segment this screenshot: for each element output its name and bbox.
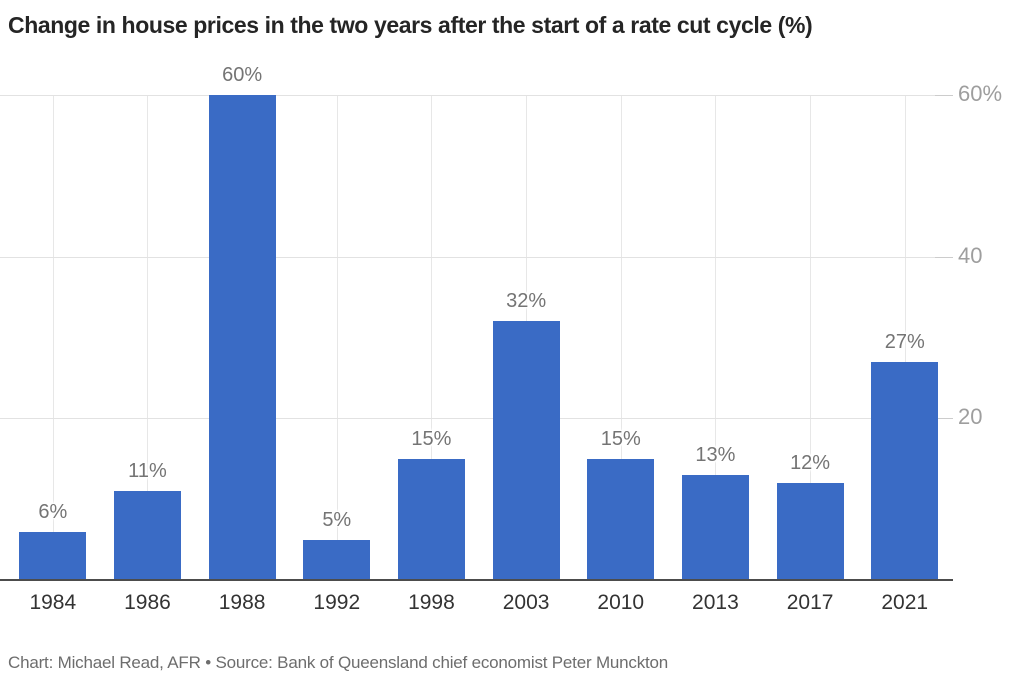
vertical-gridline bbox=[336, 95, 338, 580]
vertical-gridline bbox=[52, 95, 54, 580]
x-axis-tick-label: 2021 bbox=[881, 591, 929, 614]
vertical-gridline bbox=[431, 95, 433, 580]
y-axis-tick bbox=[935, 418, 953, 420]
x-axis-tick-label: 1998 bbox=[408, 591, 455, 614]
y-axis-tick-label: 60% bbox=[958, 81, 1003, 107]
bar-value-label: 13% bbox=[695, 443, 736, 466]
x-axis-tick-label: 1992 bbox=[313, 591, 361, 614]
bar-value-label: 6% bbox=[38, 500, 68, 523]
y-axis-tick bbox=[935, 256, 953, 258]
x-axis-tick-label: 2003 bbox=[502, 591, 550, 614]
vertical-gridline bbox=[620, 95, 622, 580]
vertical-gridline bbox=[147, 95, 149, 580]
bar bbox=[113, 491, 181, 580]
bar-value-label: 5% bbox=[322, 508, 352, 531]
y-axis-tick-label: 40 bbox=[958, 242, 983, 268]
bar-value-label: 11% bbox=[128, 460, 167, 483]
bar-value-label: 32% bbox=[506, 290, 547, 313]
horizontal-gridline bbox=[0, 418, 946, 420]
x-axis-tick-label: 1986 bbox=[124, 591, 171, 614]
bar-value-label: 12% bbox=[790, 452, 831, 474]
x-axis-tick-label: 2010 bbox=[597, 591, 645, 614]
horizontal-gridline bbox=[0, 256, 946, 258]
x-axis-tick-label: 2017 bbox=[786, 591, 834, 614]
chart-attribution: Chart: Michael Read, AFR • Source: Bank … bbox=[8, 653, 669, 672]
bar-value-label: 15% bbox=[600, 427, 641, 450]
x-axis-tick-label: 1984 bbox=[29, 591, 77, 614]
bar bbox=[587, 458, 655, 580]
bar-value-label: 27% bbox=[884, 330, 925, 353]
plot-area: 20 40 60% 6% 11% 60% 5% 15% 32% 15% 13% 12% 27% bbox=[0, 64, 1002, 580]
bar bbox=[303, 539, 371, 580]
vertical-gridline bbox=[715, 95, 717, 580]
horizontal-gridline bbox=[0, 95, 946, 96]
y-axis-tick bbox=[935, 95, 953, 96]
bar bbox=[871, 361, 939, 580]
bar bbox=[208, 95, 276, 580]
x-axis-baseline bbox=[0, 579, 953, 581]
x-axis-tick-label: 2013 bbox=[692, 591, 739, 614]
y-axis-tick-label: 20 bbox=[958, 404, 983, 430]
vertical-gridline bbox=[810, 95, 812, 580]
bar bbox=[492, 321, 560, 580]
bar bbox=[681, 474, 749, 580]
bar bbox=[19, 531, 87, 580]
chart-title: Change in house prices in the two years … bbox=[8, 12, 813, 38]
bar-value-label: 15% bbox=[411, 427, 452, 450]
bar bbox=[397, 458, 465, 580]
x-axis-tick-label: 1988 bbox=[218, 591, 266, 614]
vertical-gridline bbox=[904, 95, 906, 580]
bar bbox=[776, 483, 844, 580]
bar-value-label: 60% bbox=[222, 64, 263, 86]
